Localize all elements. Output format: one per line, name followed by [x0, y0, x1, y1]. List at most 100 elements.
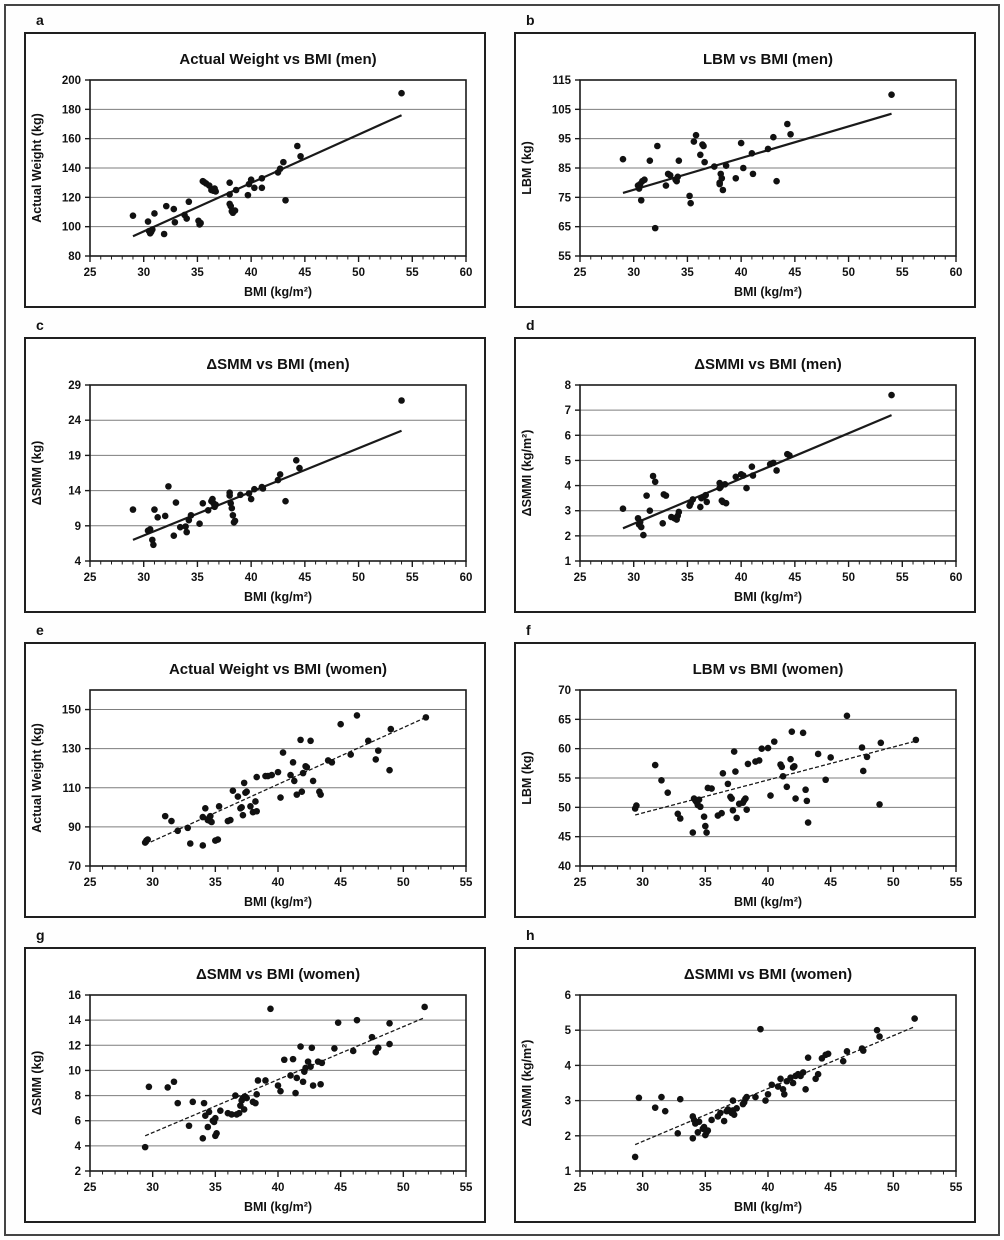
svg-text:25: 25	[84, 267, 97, 279]
svg-text:35: 35	[699, 877, 712, 889]
svg-text:40: 40	[272, 1182, 285, 1194]
svg-text:40: 40	[762, 877, 775, 889]
svg-text:65: 65	[558, 222, 571, 234]
svg-text:70: 70	[68, 861, 81, 873]
svg-text:10: 10	[68, 1065, 81, 1077]
svg-text:7: 7	[565, 405, 571, 417]
svg-text:3: 3	[565, 506, 571, 518]
svg-text:1: 1	[565, 1166, 572, 1178]
panel-letter-h: h	[526, 927, 535, 943]
svg-text:ΔSMMI (kg/m²): ΔSMMI (kg/m²)	[520, 430, 534, 517]
scatter-chart-e: Actual Weight vs BMI (women) 70 90 110 130 15…	[30, 661, 473, 909]
svg-text:LBM vs BMI (women): LBM vs BMI (women)	[693, 661, 844, 678]
svg-text:16: 16	[68, 990, 81, 1002]
svg-text:160: 160	[62, 134, 81, 146]
svg-text:35: 35	[681, 267, 694, 279]
svg-text:5: 5	[565, 1025, 572, 1037]
svg-text:25: 25	[84, 1182, 97, 1194]
svg-text:BMI (kg/m²): BMI (kg/m²)	[244, 1200, 312, 1214]
panel-letter-d: d	[526, 317, 535, 333]
svg-text:40: 40	[558, 861, 571, 873]
svg-text:35: 35	[191, 572, 204, 584]
svg-text:25: 25	[84, 877, 97, 889]
svg-text:1: 1	[565, 556, 572, 568]
chart-box-h: ΔSMMI vs BMI (women) 1 2 3 4 5 6 25 30 35 40 45 50 55…	[514, 947, 976, 1223]
scatter-chart-c: ΔSMM vs BMI (men) 4 9 14 19 24 29 25 30 35 40 45 50 5…	[30, 356, 473, 604]
svg-text:6: 6	[565, 430, 571, 442]
svg-text:55: 55	[950, 877, 963, 889]
svg-text:50: 50	[397, 877, 410, 889]
svg-text:60: 60	[950, 572, 963, 584]
chart-box-e: Actual Weight vs BMI (women) 70 90 110 130 15…	[24, 642, 486, 918]
svg-text:75: 75	[558, 192, 571, 204]
svg-text:30: 30	[137, 572, 150, 584]
svg-text:12: 12	[68, 1040, 81, 1052]
svg-text:30: 30	[146, 1182, 159, 1194]
panel-letter-g: g	[36, 927, 45, 943]
chart-box-b: LBM vs BMI (men) 55 65 75 85 95 105 115 25 30 35 40…	[514, 32, 976, 308]
svg-text:65: 65	[558, 714, 571, 726]
svg-text:8: 8	[565, 380, 572, 392]
svg-text:55: 55	[558, 773, 571, 785]
svg-text:100: 100	[62, 222, 81, 234]
svg-text:50: 50	[352, 572, 365, 584]
panel-letter-f: f	[526, 622, 531, 638]
svg-text:4: 4	[75, 1141, 82, 1153]
svg-text:60: 60	[558, 744, 571, 756]
svg-text:90: 90	[68, 822, 81, 834]
svg-text:40: 40	[735, 572, 748, 584]
svg-text:110: 110	[62, 783, 81, 795]
svg-text:180: 180	[62, 104, 81, 116]
svg-text:BMI (kg/m²): BMI (kg/m²)	[734, 590, 802, 604]
svg-text:19: 19	[68, 450, 81, 462]
svg-text:50: 50	[887, 877, 900, 889]
svg-text:35: 35	[681, 572, 694, 584]
svg-text:14: 14	[68, 1015, 81, 1027]
svg-text:25: 25	[574, 572, 587, 584]
scatter-chart-a: Actual Weight vs BMI (men) 80 100 120 140 160…	[30, 51, 472, 299]
svg-text:LBM (kg): LBM (kg)	[520, 751, 534, 804]
svg-text:2: 2	[565, 531, 571, 543]
svg-text:80: 80	[68, 251, 81, 263]
panel-letter-b: b	[526, 12, 535, 28]
svg-text:30: 30	[146, 877, 159, 889]
svg-text:45: 45	[824, 1182, 837, 1194]
chart-box-d: ΔSMMI vs BMI (men) 1 2 3 4 5 6 7 8 25 30 35 40 45 50 55…	[514, 337, 976, 613]
svg-text:Actual Weight vs BMI (men): Actual Weight vs BMI (men)	[179, 51, 376, 68]
svg-text:50: 50	[887, 1182, 900, 1194]
svg-text:BMI (kg/m²): BMI (kg/m²)	[734, 1200, 802, 1214]
svg-text:2: 2	[565, 1131, 571, 1143]
svg-text:BMI (kg/m²): BMI (kg/m²)	[244, 590, 312, 604]
svg-text:70: 70	[558, 685, 571, 697]
svg-text:55: 55	[950, 1182, 963, 1194]
svg-text:45: 45	[824, 877, 837, 889]
svg-text:BMI (kg/m²): BMI (kg/m²)	[244, 285, 312, 299]
svg-text:25: 25	[574, 1182, 587, 1194]
svg-text:45: 45	[298, 267, 311, 279]
svg-text:120: 120	[62, 192, 81, 204]
svg-text:85: 85	[558, 163, 571, 175]
svg-text:45: 45	[334, 877, 347, 889]
svg-text:25: 25	[574, 877, 587, 889]
svg-text:105: 105	[552, 104, 572, 116]
svg-text:35: 35	[209, 1182, 222, 1194]
svg-text:30: 30	[636, 877, 649, 889]
svg-text:60: 60	[950, 267, 963, 279]
svg-text:55: 55	[896, 572, 909, 584]
chart-box-g: ΔSMM vs BMI (women) 2 4 6 8 10 12 14 16 25 30 35 40 4…	[24, 947, 486, 1223]
svg-text:55: 55	[406, 572, 419, 584]
svg-text:ΔSMM (kg): ΔSMM (kg)	[30, 1051, 44, 1116]
svg-text:Actual Weight vs BMI (women): Actual Weight vs BMI (women)	[169, 661, 387, 678]
svg-text:60: 60	[460, 572, 473, 584]
svg-text:95: 95	[558, 134, 571, 146]
chart-panel-h: h ΔSMMI vs BMI (women) 1 2 3 4 5 6 25 30 35 40 45 50…	[502, 925, 992, 1230]
svg-text:50: 50	[842, 572, 855, 584]
svg-text:45: 45	[788, 267, 801, 279]
svg-text:30: 30	[627, 572, 640, 584]
svg-text:BMI (kg/m²): BMI (kg/m²)	[734, 895, 802, 909]
svg-text:4: 4	[565, 1060, 572, 1072]
svg-text:50: 50	[352, 267, 365, 279]
chart-panel-d: d ΔSMMI vs BMI (men) 1 2 3 4 5 6 7 8 25 30 35 40 45 50…	[502, 315, 992, 620]
